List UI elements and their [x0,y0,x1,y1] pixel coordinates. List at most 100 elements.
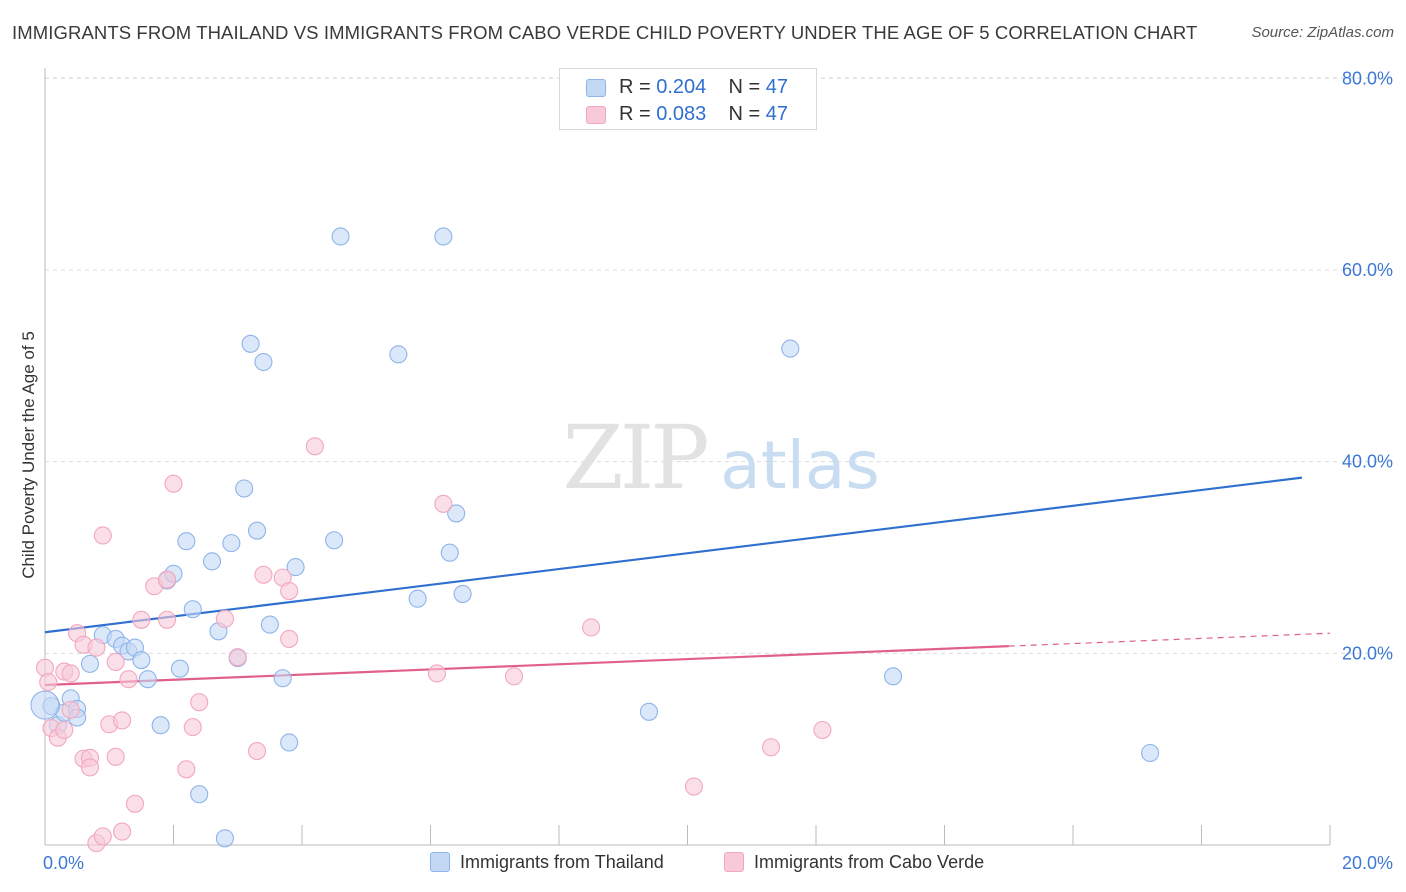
point-thailand [241,334,260,353]
point-thailand [260,615,279,634]
point-thailand [884,667,903,686]
point-thailand [254,352,273,372]
x-tick-label: 0.0% [43,853,84,873]
point-cabo-verde [119,670,138,689]
y-axis-label: Child Poverty Under the Age of 5 [19,331,38,579]
point-cabo-verde [106,747,125,766]
watermark-atlas: atlas [720,427,880,504]
watermark-zip: ZIP [562,406,707,509]
gridlines [45,77,1392,654]
point-thailand [434,227,453,246]
point-cabo-verde [61,700,80,719]
point-cabo-verde [434,494,453,513]
x-tick-label: 20.0% [1342,853,1393,873]
cabo-verde-n-value: 47 [765,103,789,125]
y-tick-label: 60.0% [1342,260,1393,280]
y-tick-label: 40.0% [1342,452,1393,472]
legend-swatch-thailand [430,852,450,872]
point-cabo-verde [183,718,202,737]
point-thailand [331,227,350,246]
point-cabo-verde [125,794,144,813]
point-thailand [215,829,234,848]
point-thailand [235,479,254,498]
point-thailand [325,531,344,550]
source-credit: Source: ZipAtlas.com [1251,24,1394,41]
point-cabo-verde [228,648,247,667]
point-cabo-verde [582,618,601,637]
point-thailand [183,600,202,619]
point-cabo-verde [93,526,112,545]
point-thailand [247,521,267,540]
point-thailand [408,589,427,608]
point-thailand [203,552,222,571]
legend-item-cabo-verde: Immigrants from Cabo Verde [724,852,984,873]
point-cabo-verde [39,673,58,692]
cabo-verde-swatch [586,106,606,124]
watermark: ZIP atlas [562,406,879,509]
point-thailand [781,339,800,358]
point-thailand [389,345,408,364]
point-thailand [280,733,299,752]
point-cabo-verde [87,638,106,657]
point-thailand [286,558,305,577]
point-thailand [170,659,189,678]
point-thailand [80,654,100,673]
legend-item-thailand: Immigrants from Thailand [430,852,664,873]
point-cabo-verde [106,652,125,672]
point-cabo-verde [80,758,100,777]
point-cabo-verde [427,664,446,683]
y-tick-label: 20.0% [1342,643,1393,663]
point-cabo-verde [280,582,299,601]
point-cabo-verde [61,664,80,683]
point-thailand [1141,743,1160,763]
trend-line-cabo-verde [44,645,1009,687]
point-cabo-verde [254,565,273,584]
point-cabo-verde [280,629,299,649]
data-points [30,227,1160,853]
legend-label-thailand: Immigrants from Thailand [460,852,664,872]
point-cabo-verde [132,610,151,629]
point-cabo-verde [813,720,832,740]
point-cabo-verde [113,822,132,841]
point-thailand [440,543,459,562]
point-cabo-verde [215,609,234,628]
point-cabo-verde [55,720,74,740]
point-cabo-verde [190,693,209,712]
point-thailand [639,702,659,721]
point-thailand [453,584,472,603]
point-cabo-verde [164,474,183,493]
point-cabo-verde [158,610,177,629]
y-tick-label: 80.0% [1342,68,1393,88]
point-thailand [138,670,157,689]
tick-labels: 20.0% 40.0% 60.0% 80.0% 0.0% 20.0% [43,68,1393,873]
point-thailand [177,532,196,551]
point-cabo-verde [93,827,112,846]
point-thailand [151,716,170,735]
stats-legend: R = 0.204 N = 47 R = 0.083 N = 47 [559,68,817,130]
point-thailand [273,669,292,688]
point-cabo-verde [158,570,177,589]
point-cabo-verde [177,760,196,779]
point-cabo-verde [504,667,524,686]
point-thailand [447,504,466,523]
point-thailand [190,785,209,804]
point-cabo-verde [113,711,132,730]
point-cabo-verde [247,742,267,761]
point-thailand [30,690,60,720]
point-thailand [132,650,151,670]
thailand-r-value: 0.204 [656,76,707,98]
point-cabo-verde [305,437,324,456]
legend-swatch-cabo-verde [724,852,744,872]
thailand-n-value: 47 [765,76,789,98]
point-cabo-verde [684,777,703,796]
thailand-swatch [586,79,606,97]
chart-title: IMMIGRANTS FROM THAILAND VS IMMIGRANTS F… [12,22,1198,43]
trend-lines [44,476,1331,687]
trend-line-thailand [44,476,1303,634]
cabo-verde-r-value: 0.083 [656,103,707,125]
legend-label-cabo-verde: Immigrants from Cabo Verde [754,852,985,872]
point-thailand [222,534,241,553]
trend-line-dashed-cabo-verde [1008,632,1331,647]
point-cabo-verde [761,738,781,757]
